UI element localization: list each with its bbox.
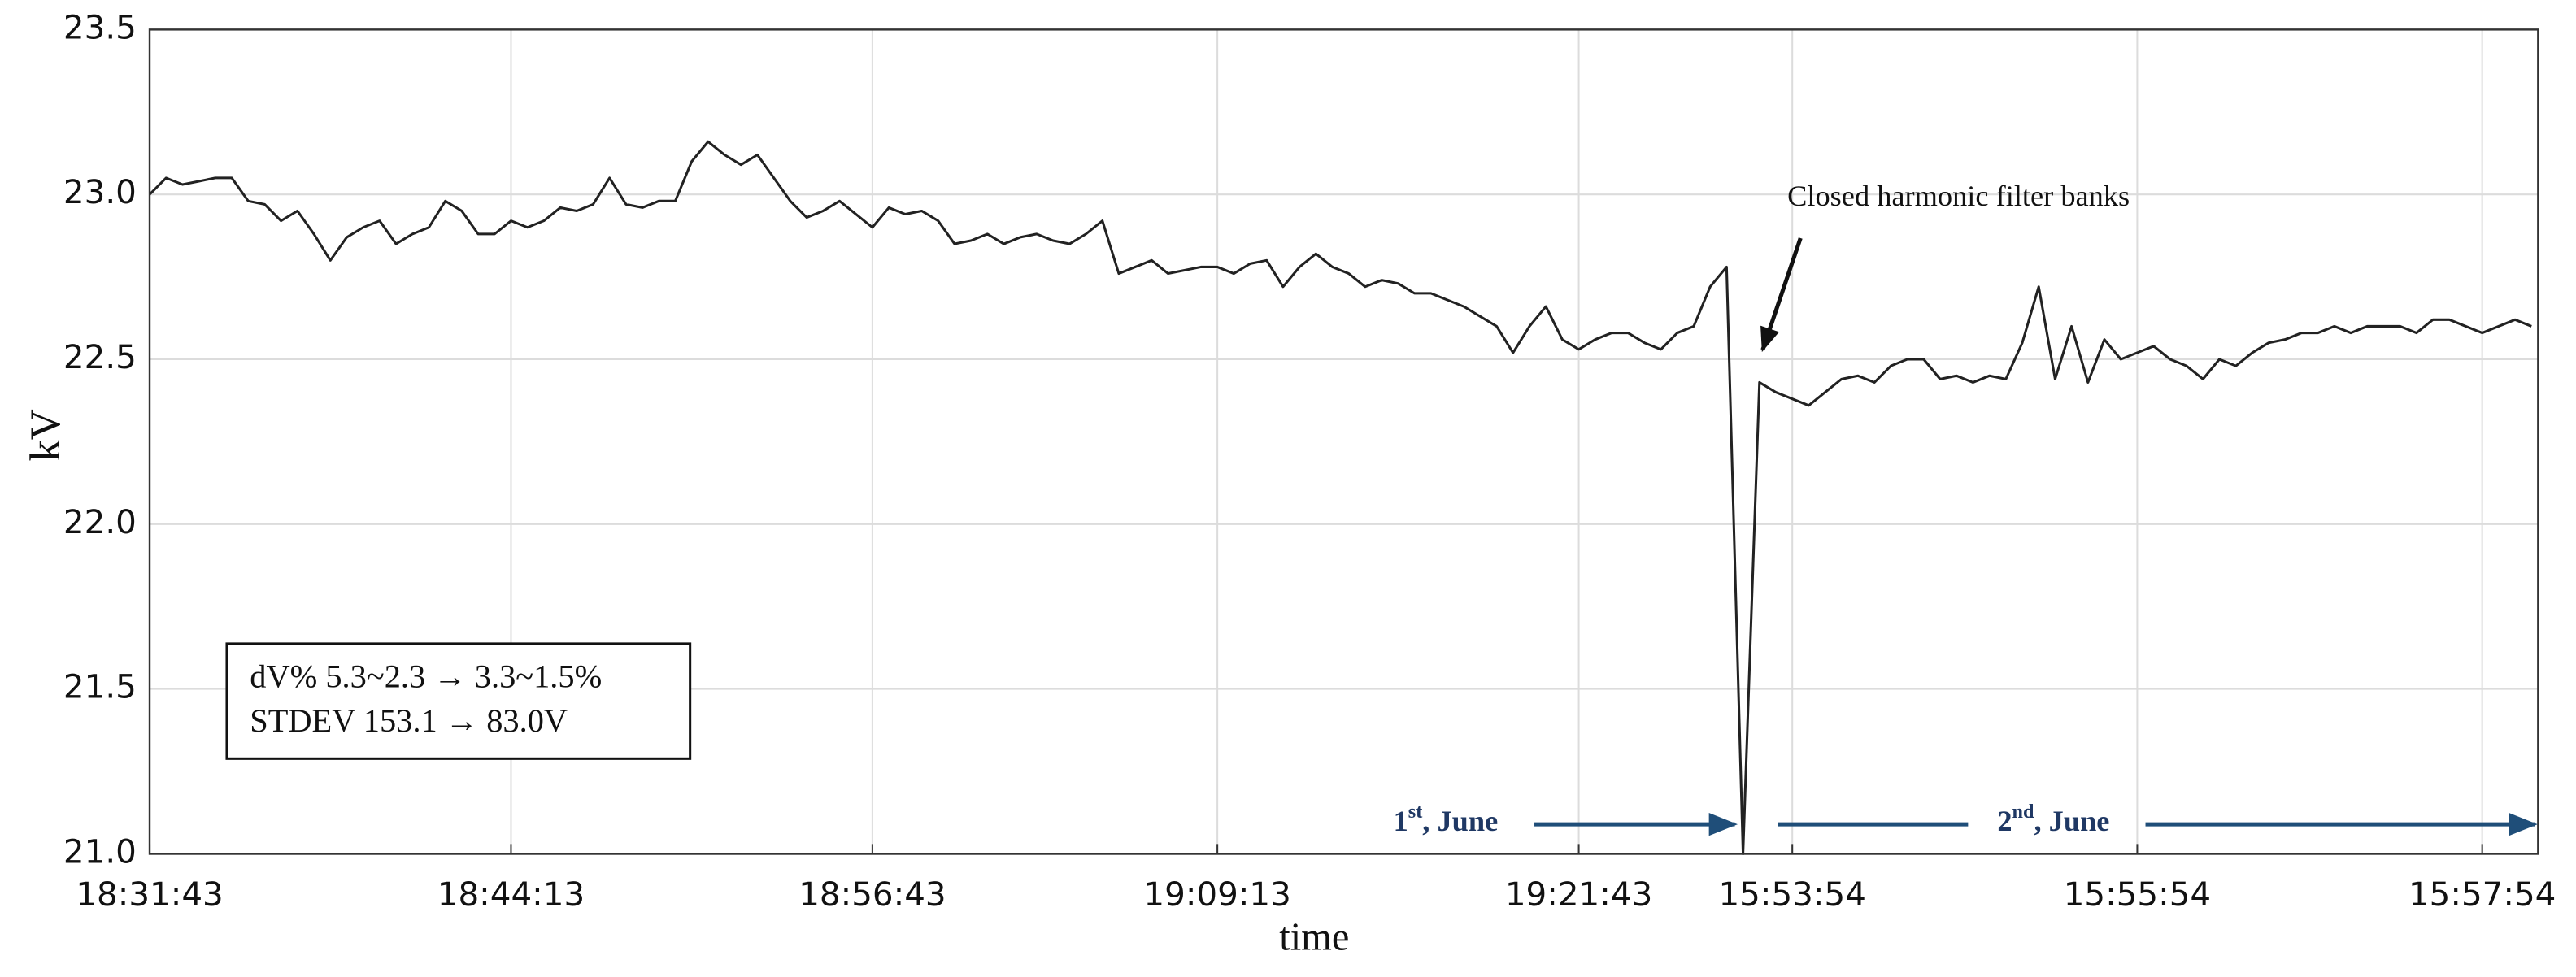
period-number: 1 bbox=[1394, 805, 1408, 837]
plot-frame bbox=[148, 28, 2539, 855]
period-suffix: nd bbox=[2012, 801, 2034, 823]
y-tick-label: 21.5 bbox=[63, 667, 137, 706]
y-tick-label: 23.5 bbox=[63, 7, 137, 46]
y-tick-label: 23.0 bbox=[63, 172, 137, 211]
y-tick-label: 22.0 bbox=[63, 502, 137, 541]
period-number: 2 bbox=[1997, 805, 2012, 837]
stats-line: dV% 5.3~2.3 → 3.3~1.5% bbox=[250, 658, 602, 695]
period-rest: , June bbox=[1422, 805, 1498, 837]
period-label: 1st, June bbox=[1394, 801, 1499, 838]
x-tick-label: 15:55:54 bbox=[2064, 875, 2211, 914]
plot bbox=[148, 140, 2532, 856]
x-tick-label: 18:56:43 bbox=[798, 875, 946, 914]
annotation: Closed harmonic filter banks bbox=[1787, 180, 2130, 212]
annotation-arrow bbox=[1760, 237, 1803, 353]
stats-box bbox=[225, 642, 692, 760]
y-tick-label: 21.0 bbox=[63, 832, 137, 871]
x-tick-label: 19:09:13 bbox=[1143, 875, 1290, 914]
x-tick-label: 15:57:54 bbox=[2408, 875, 2556, 914]
x-tick-label: 18:44:13 bbox=[437, 875, 585, 914]
x-axis-label: time bbox=[1279, 916, 1349, 959]
x-tick-label: 15:53:54 bbox=[1718, 875, 1865, 914]
period-label: 2nd, June bbox=[1997, 801, 2109, 838]
stats-line: STDEV 153.1 → 83.0V bbox=[250, 702, 568, 739]
x-tick-label: 19:21:43 bbox=[1505, 875, 1652, 914]
period-rest: , June bbox=[2034, 805, 2109, 837]
data-line bbox=[148, 140, 2532, 856]
x-tick-label: 18:31:43 bbox=[76, 875, 223, 914]
y-tick-label: 22.5 bbox=[63, 337, 137, 376]
y-axis-label: kV bbox=[22, 409, 69, 461]
period-suffix: st bbox=[1408, 801, 1423, 823]
